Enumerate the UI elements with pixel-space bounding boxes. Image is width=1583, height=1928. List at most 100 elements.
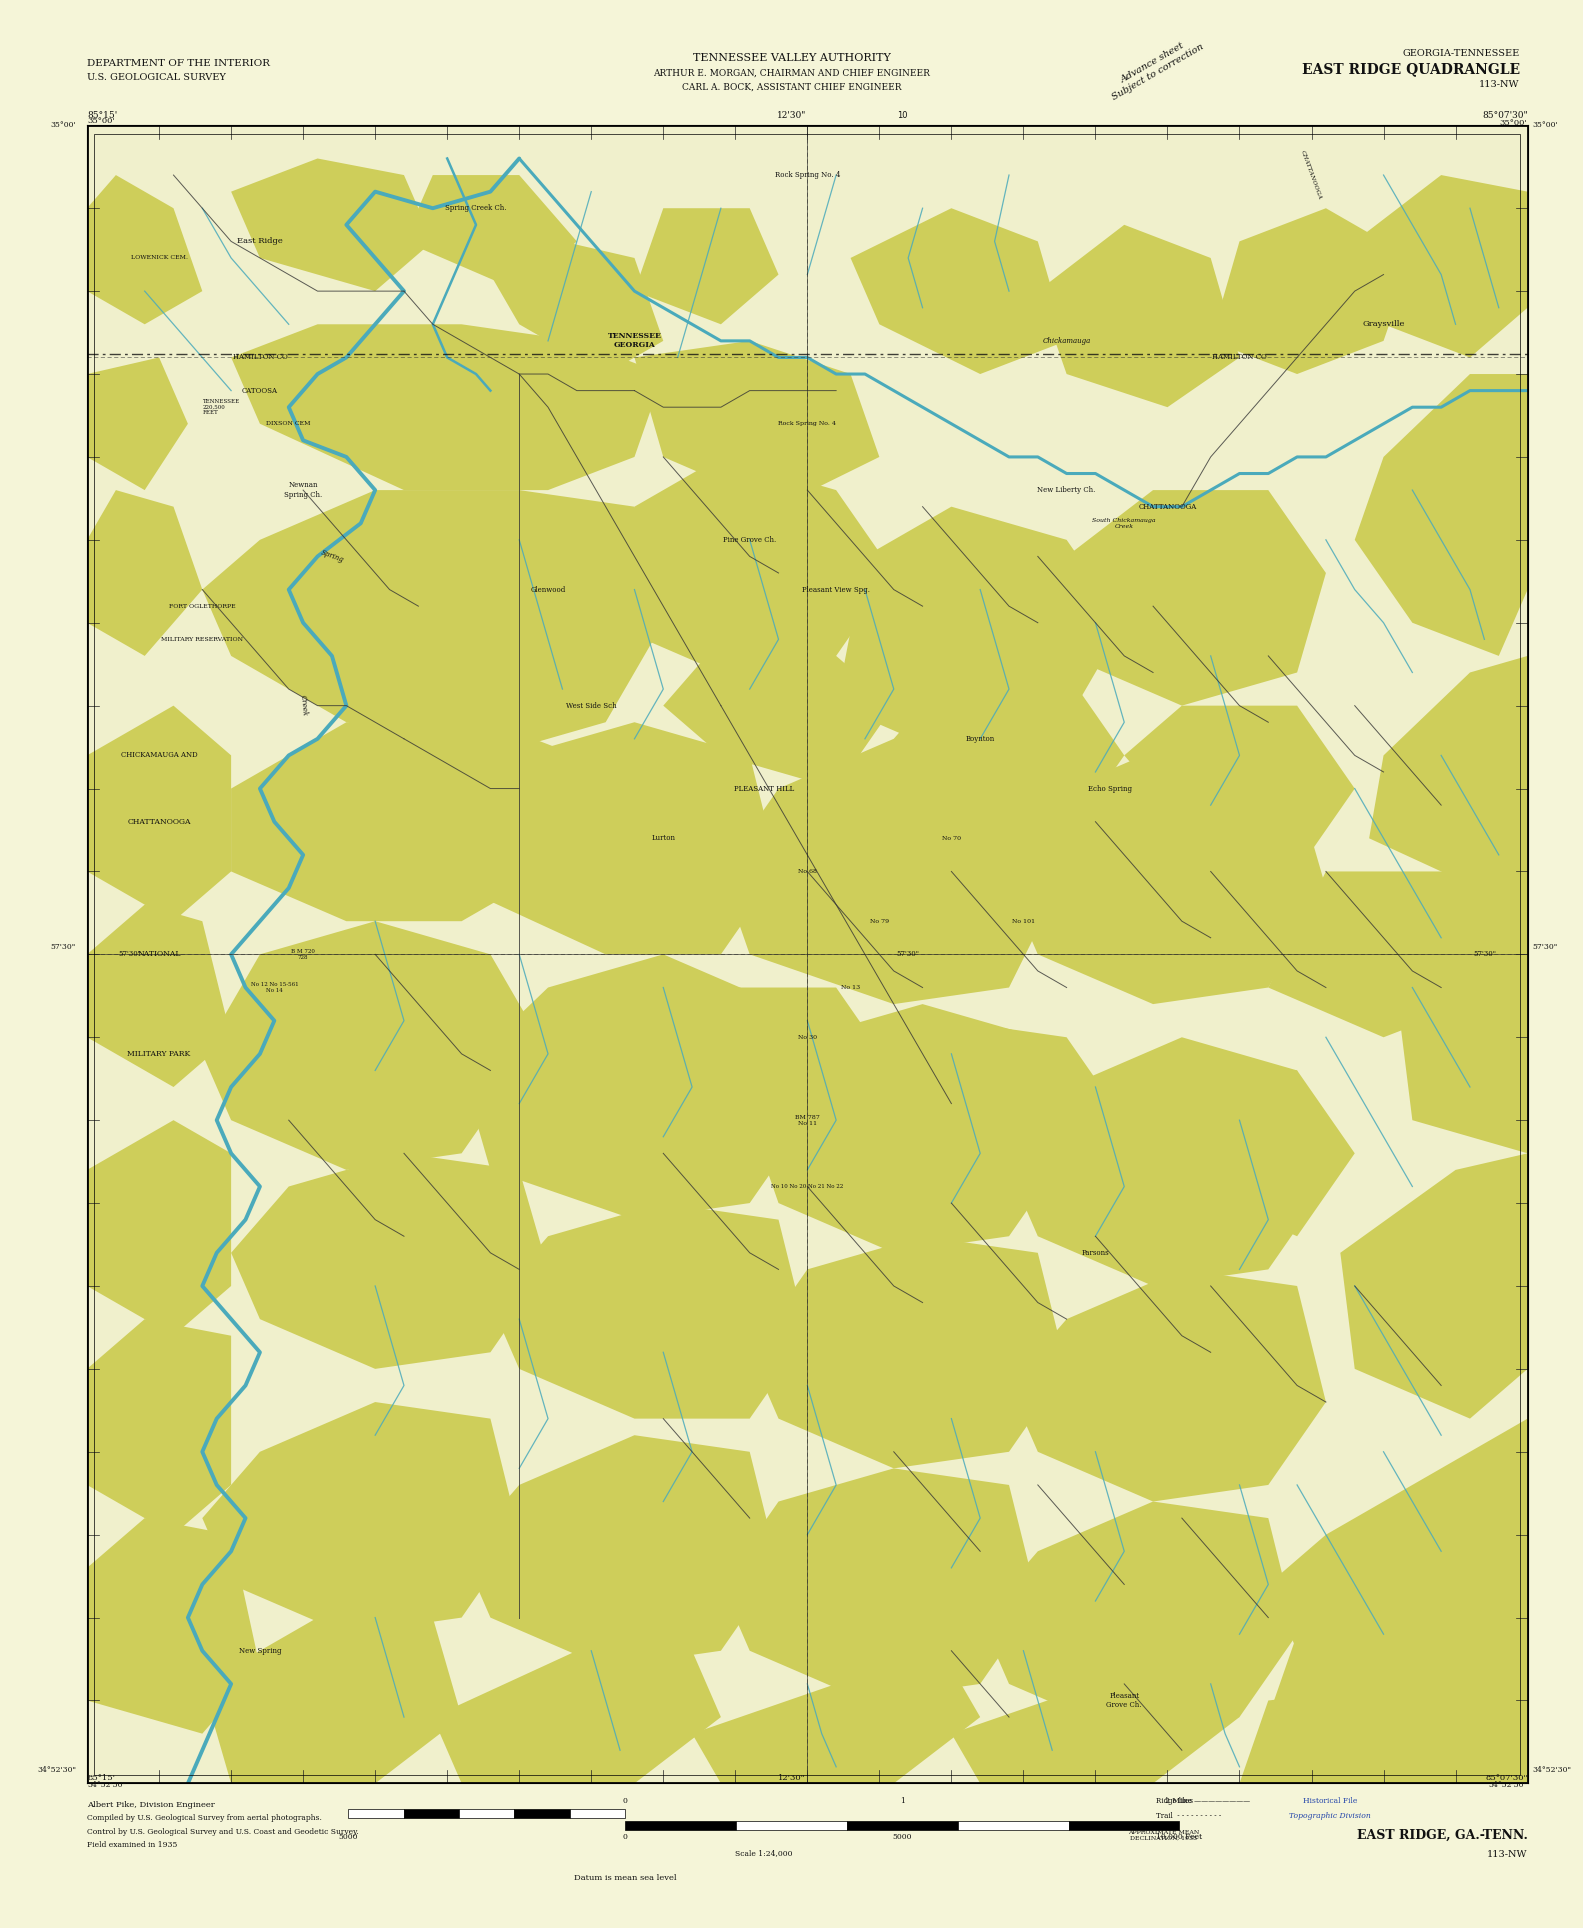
Text: No 70: No 70 xyxy=(942,837,961,841)
Text: HAMILTON CO: HAMILTON CO xyxy=(1213,353,1266,361)
Polygon shape xyxy=(980,1502,1296,1733)
Text: BM 787
No 11: BM 787 No 11 xyxy=(795,1114,820,1126)
Polygon shape xyxy=(1268,871,1528,1037)
Polygon shape xyxy=(231,1153,548,1369)
Polygon shape xyxy=(87,357,188,490)
Text: No 12 No 15-561
No 14: No 12 No 15-561 No 14 xyxy=(250,981,298,993)
Bar xyxy=(1069,1822,1179,1830)
Text: East Ridge: East Ridge xyxy=(237,237,283,245)
Text: No 10 No 20 No 21 No 22: No 10 No 20 No 21 No 22 xyxy=(771,1184,844,1190)
Polygon shape xyxy=(750,1004,1067,1253)
Polygon shape xyxy=(231,324,663,490)
Text: Pine Grove Ch.: Pine Grove Ch. xyxy=(723,536,776,544)
Polygon shape xyxy=(1239,1683,1471,1783)
Polygon shape xyxy=(87,706,231,922)
Text: HAMILTON CO: HAMILTON CO xyxy=(233,353,287,361)
Text: 2 Miles: 2 Miles xyxy=(1165,1797,1194,1805)
Polygon shape xyxy=(203,1618,462,1783)
Polygon shape xyxy=(87,175,203,324)
Text: APPROXIMATE MEAN
DECLINATION, 1935: APPROXIMATE MEAN DECLINATION, 1935 xyxy=(1127,1830,1200,1841)
Polygon shape xyxy=(87,1517,260,1733)
Text: Lurton: Lurton xyxy=(651,835,676,843)
Polygon shape xyxy=(1008,1269,1327,1502)
Text: Rock Spring No. 4: Rock Spring No. 4 xyxy=(779,422,836,426)
Text: 34°52'30": 34°52'30" xyxy=(1488,1781,1528,1789)
Bar xyxy=(958,1822,1069,1830)
Polygon shape xyxy=(1124,1070,1355,1236)
Text: PLEASANT HILL: PLEASANT HILL xyxy=(735,785,795,792)
Text: NATIONAL: NATIONAL xyxy=(138,951,180,958)
Text: 85°15': 85°15' xyxy=(87,112,117,120)
Text: Graysville: Graysville xyxy=(1363,320,1404,328)
Text: New Spring: New Spring xyxy=(239,1647,282,1654)
Text: CHATTANOOGA: CHATTANOOGA xyxy=(127,817,192,825)
Polygon shape xyxy=(432,723,779,954)
Polygon shape xyxy=(850,208,1067,374)
Polygon shape xyxy=(692,1668,980,1783)
Bar xyxy=(514,1808,570,1818)
Text: 34°52'30": 34°52'30" xyxy=(87,1781,127,1789)
Polygon shape xyxy=(1341,1153,1528,1419)
Text: 1: 1 xyxy=(899,1797,905,1805)
Text: 57'30": 57'30" xyxy=(896,951,920,958)
Text: Field examined in 1935: Field examined in 1935 xyxy=(87,1841,177,1849)
Polygon shape xyxy=(635,341,880,507)
Text: South Chickamauga
Creek: South Chickamauga Creek xyxy=(1092,519,1156,528)
Polygon shape xyxy=(750,1236,1067,1469)
Polygon shape xyxy=(836,507,1124,756)
Text: Datum is mean sea level: Datum is mean sea level xyxy=(575,1874,676,1882)
Text: 113-NW: 113-NW xyxy=(1479,81,1520,89)
Text: Parsons: Parsons xyxy=(1081,1249,1110,1257)
Text: 0: 0 xyxy=(622,1797,628,1805)
Text: 113-NW: 113-NW xyxy=(1486,1851,1528,1859)
Text: CHICKAMAUGA AND: CHICKAMAUGA AND xyxy=(120,752,198,760)
Polygon shape xyxy=(894,1020,1124,1203)
Text: TENNESSEE
220,500
FEET: TENNESSEE 220,500 FEET xyxy=(203,399,239,416)
Polygon shape xyxy=(491,241,663,374)
Bar xyxy=(404,1808,459,1818)
Polygon shape xyxy=(1124,706,1355,871)
Text: Spring: Spring xyxy=(320,549,345,565)
Text: 85°15': 85°15' xyxy=(87,1774,116,1781)
Text: CHATTANOOGA: CHATTANOOGA xyxy=(1138,503,1197,511)
Polygon shape xyxy=(203,1402,519,1635)
Text: 85°07'30": 85°07'30" xyxy=(1482,112,1528,120)
Polygon shape xyxy=(1384,1650,1528,1783)
Polygon shape xyxy=(1398,922,1528,1153)
Polygon shape xyxy=(203,922,519,1170)
Polygon shape xyxy=(203,490,663,756)
Text: CHATTANOOGA: CHATTANOOGA xyxy=(1300,150,1323,201)
Polygon shape xyxy=(87,904,231,1087)
Polygon shape xyxy=(606,457,894,673)
Polygon shape xyxy=(231,723,576,922)
Text: Control by U.S. Geological Survey and U.S. Coast and Geodetic Survey.: Control by U.S. Geological Survey and U.… xyxy=(87,1828,359,1835)
Text: 57'30": 57'30" xyxy=(51,943,76,951)
Text: Glenwood: Glenwood xyxy=(530,586,565,594)
Polygon shape xyxy=(491,1203,807,1419)
Bar xyxy=(736,1822,847,1830)
Text: 57'30": 57'30" xyxy=(119,951,142,958)
Text: No 101: No 101 xyxy=(1012,920,1035,924)
Text: FORT OGLETHORPE: FORT OGLETHORPE xyxy=(169,603,236,609)
Text: TENNESSEE VALLEY AUTHORITY: TENNESSEE VALLEY AUTHORITY xyxy=(692,52,890,64)
Bar xyxy=(348,1808,404,1818)
Text: 35°00': 35°00' xyxy=(1499,120,1528,127)
Text: 35°00': 35°00' xyxy=(87,118,116,125)
Text: 57'30": 57'30" xyxy=(1472,951,1496,958)
Text: No 68: No 68 xyxy=(798,870,817,873)
Text: 10,000 Feet: 10,000 Feet xyxy=(1156,1832,1203,1841)
Text: 34°52'30": 34°52'30" xyxy=(36,1766,76,1774)
Text: 35°00': 35°00' xyxy=(1532,121,1558,129)
Text: LOWENICK CEM.: LOWENICK CEM. xyxy=(130,256,188,260)
Polygon shape xyxy=(635,208,779,324)
Bar xyxy=(847,1822,958,1830)
Text: 85°07'30": 85°07'30" xyxy=(1485,1774,1528,1781)
Text: Echo Spring: Echo Spring xyxy=(1088,785,1132,792)
Text: Pleasant
Grove Ch.: Pleasant Grove Ch. xyxy=(1107,1693,1141,1708)
Text: Albert Pike, Division Engineer: Albert Pike, Division Engineer xyxy=(87,1801,215,1808)
Text: New Liberty Ch.: New Liberty Ch. xyxy=(1037,486,1095,494)
Text: No 79: No 79 xyxy=(869,920,890,924)
Text: Spring Creek Ch.: Spring Creek Ch. xyxy=(445,204,507,212)
Text: Creek: Creek xyxy=(298,694,309,717)
Text: Ridge line ————————: Ridge line ———————— xyxy=(1156,1797,1249,1805)
